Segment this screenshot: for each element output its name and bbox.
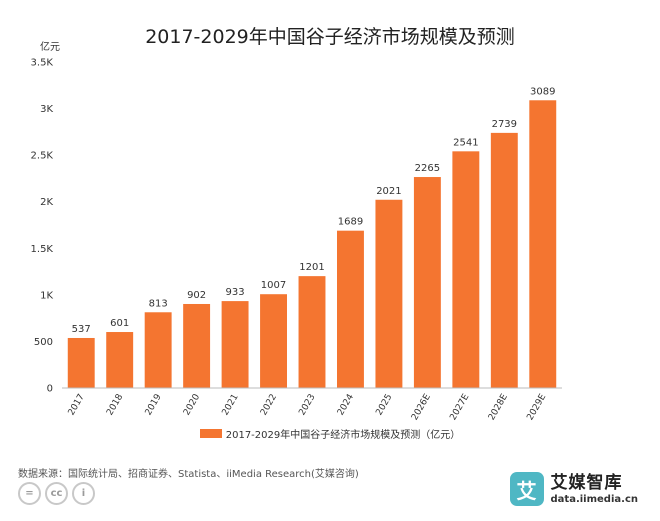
x-tick-label: 2023 <box>297 393 317 418</box>
x-tick-label: 2027E <box>448 392 471 422</box>
chart-title: 2017-2029年中国谷子经济市场规模及预测 <box>145 26 515 48</box>
x-axis: 2017 2018 2019 2020 2021 2022 2023 2024 2025 2026… <box>67 392 549 422</box>
brand-name: 艾媒智库 <box>550 472 623 493</box>
x-tick-label: 2028E <box>487 392 510 422</box>
y-axis-unit-label: 亿元 <box>40 40 60 53</box>
y-tick-label: 0 <box>47 384 53 395</box>
bar <box>67 337 95 388</box>
x-tick-label: 2029E <box>525 392 548 422</box>
brand-block: 艾 艾媒智库 data.iimedia.cn <box>509 472 638 506</box>
y-tick-label: 1K <box>40 290 53 301</box>
legend-swatch <box>199 429 222 438</box>
bar-value-label: 2541 <box>453 137 478 148</box>
bar <box>375 199 403 388</box>
bar-value-label: 537 <box>72 324 91 335</box>
y-tick-label: 2.5K <box>31 151 54 162</box>
bar <box>413 177 441 388</box>
bar-value-label: 2739 <box>492 119 517 130</box>
bar <box>298 276 326 388</box>
x-tick-label: 2020 <box>182 392 202 417</box>
bar-value-label: 3089 <box>530 86 555 97</box>
x-tick-label: 2019 <box>144 392 164 417</box>
y-tick-label: 1.5K <box>31 244 54 255</box>
bars-group: 537 601 813 902 933 1007 1201 1689 2021 2265 2541 2… <box>67 86 557 389</box>
bar-value-label: 2265 <box>415 163 440 174</box>
bar-value-label: 1007 <box>261 280 286 291</box>
y-tick-label: 3K <box>40 104 53 115</box>
x-tick-label: 2025 <box>374 393 394 418</box>
legend: 2017-2029年中国谷子经济市场规模及预测（亿元） <box>0 426 660 441</box>
bar <box>183 303 211 388</box>
y-axis: 0 500 1K 1.5K 2K 2.5K 3K 3.5K <box>31 58 54 395</box>
bar <box>144 312 172 388</box>
x-tick-label: 2018 <box>105 392 125 417</box>
bar <box>260 294 287 388</box>
x-tick-label: 2021 <box>221 393 241 418</box>
bar-value-label: 813 <box>149 298 168 309</box>
x-tick-label: 2024 <box>336 392 356 417</box>
bar-value-label: 933 <box>226 287 245 298</box>
bar <box>452 151 480 388</box>
x-tick-label: 2022 <box>259 393 279 418</box>
bar-value-label: 902 <box>187 290 206 301</box>
bar-value-label: 1201 <box>299 262 324 273</box>
bar-value-label: 2021 <box>376 186 401 197</box>
no-derivatives-icon: = <box>18 482 41 505</box>
bar <box>337 230 364 388</box>
y-tick-label: 3.5K <box>31 58 54 69</box>
y-tick-label: 500 <box>34 337 53 348</box>
bar-value-label: 601 <box>110 318 129 329</box>
bar <box>106 332 134 388</box>
bar <box>490 132 518 388</box>
brand-url: data.iimedia.cn <box>550 493 638 505</box>
legend-label: 2017-2029年中国谷子经济市场规模及预测（亿元） <box>225 430 461 441</box>
bar <box>221 301 249 388</box>
bar-value-label: 1689 <box>338 217 363 228</box>
x-tick-label: 2017 <box>67 393 87 418</box>
bar <box>529 100 557 389</box>
brand-logo-icon: 艾 <box>509 472 544 506</box>
y-tick-label: 2K <box>40 197 53 208</box>
attribution-icon: i <box>72 482 95 505</box>
license-icons: = cc i <box>18 482 95 505</box>
x-tick-label: 2026E <box>410 392 433 422</box>
data-source-note: 数据来源：国际统计局、招商证券、Statista、iiMedia Researc… <box>18 469 359 480</box>
creative-commons-icon: cc <box>45 482 68 505</box>
